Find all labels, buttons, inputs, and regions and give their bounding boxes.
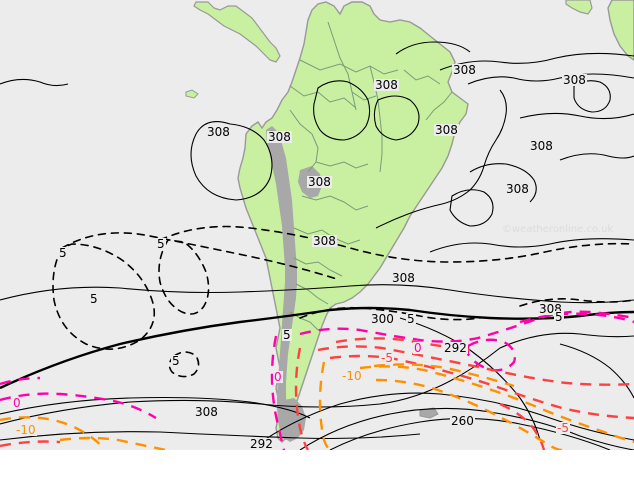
contour-308-east3 — [469, 163, 537, 203]
contour-308-label-line — [429, 238, 634, 253]
tm5-andes — [294, 347, 310, 450]
contour-308-east — [519, 112, 634, 120]
contour-292-bottom — [0, 431, 421, 441]
andes-range — [266, 126, 297, 440]
temp5-closed-ocean — [52, 243, 156, 350]
tm10-upper-right — [373, 363, 515, 388]
temp0-upper-right — [519, 312, 634, 324]
temp-contours-0 — [0, 310, 634, 450]
tm5-right-branch — [499, 402, 546, 450]
temp0-far-left — [0, 376, 41, 386]
contour-308-north-c — [395, 41, 471, 55]
contour-308-lower-left — [0, 396, 311, 419]
land-layer — [185, 0, 634, 443]
temp5-east-arc — [159, 225, 634, 263]
temp-contours-5 — [52, 225, 634, 378]
tm5-main-arc — [317, 345, 634, 386]
temp5-right — [519, 298, 634, 307]
contour-ne-small — [573, 80, 611, 113]
contour-260-a — [299, 407, 634, 450]
contour-308-north-d — [467, 73, 634, 85]
land-south-america — [237, 1, 469, 443]
temp0-andes-vertical — [270, 335, 286, 450]
tm5-left — [0, 440, 61, 448]
contour-308-small-sa — [449, 189, 494, 227]
footer-bar: Height/Temp. 700 hPa [gpdm][°C] EC (AIFS… — [0, 450, 634, 490]
temp0-lower-left — [0, 392, 157, 420]
contour-308-brazil — [373, 95, 420, 141]
map-svg — [0, 0, 634, 450]
contour-right-edge — [559, 343, 634, 399]
tm10-second — [375, 378, 563, 450]
contour-260-c — [249, 392, 634, 450]
contour-308-mid — [375, 89, 507, 229]
contour-308-north-b — [439, 52, 634, 71]
temp0-main-east — [299, 310, 634, 343]
tm5-second — [329, 354, 634, 420]
tm10-main-arc — [359, 365, 634, 444]
contour-308-north-a — [0, 78, 69, 87]
land-central-america — [193, 1, 281, 63]
land-caribbean-island — [185, 89, 199, 99]
contour-308-east2 — [559, 153, 634, 161]
tm10-andes — [318, 361, 331, 450]
contour-308-pacific — [190, 121, 273, 201]
map-watermark: ©weatheronline.co.uk — [502, 224, 614, 235]
contour-308-interior — [313, 80, 371, 141]
temp0-right-loop — [466, 338, 517, 372]
tm10-left-lower2 — [59, 436, 167, 450]
temp-contours-minus10 — [0, 361, 634, 450]
land-africa-edge-2 — [565, 0, 593, 15]
land-africa-edge — [607, 0, 634, 61]
tm10-left-lower — [0, 416, 105, 449]
contour-308-south-main — [0, 284, 634, 304]
temp5-circle — [168, 351, 200, 378]
temp5-andes — [299, 306, 481, 321]
temp5-big-arc — [61, 232, 341, 281]
map-canvas[interactable]: 308 308 308 308 308 308 308 308 308 308 308 308 300 2… — [0, 0, 634, 450]
country-borders — [289, 21, 453, 331]
temp5-inner — [158, 239, 210, 315]
contour-292-lower — [0, 332, 634, 425]
